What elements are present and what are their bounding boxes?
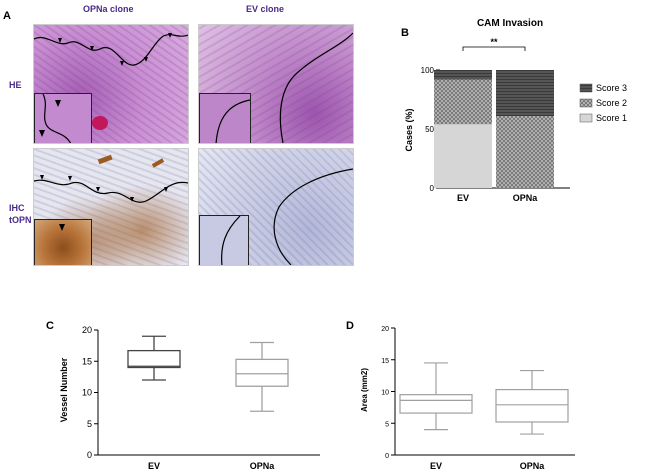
row-label-ihc: IHC [9,203,25,213]
box-ev [127,349,181,369]
chart-c-ylabel: Vessel Number [59,357,69,422]
row-label-he: HE [9,80,22,90]
bar-opna-score-2 [496,116,554,188]
micrograph-he-opna [33,24,189,144]
chart-b-ytick-label: 0 [430,184,435,193]
legend-swatch-score-2 [579,98,593,108]
legend-label-score-1: Score 1 [596,113,627,123]
box-ev [399,394,473,414]
chart-c-vessel-number: C Vessel Number 0 5 10 15 20 EV OPNa [46,320,320,471]
inset-he-opna [34,93,92,143]
column-header-opna-clone: OPNa clone [83,4,134,14]
chart-b-ylabel: Cases (%) [404,108,414,151]
chart-d-area: D Area (mm2) 0 5 10 15 20 EV OPNa [346,320,575,471]
bar-ev-score-1 [434,124,492,188]
legend-label-score-2: Score 2 [596,98,627,108]
panel-d-letter: D [346,320,354,332]
significance-label: ** [490,37,498,47]
bar-ev-score-2 [434,79,492,125]
d-plot-ytick-label: 0 [385,453,389,460]
micrograph-he-ev [198,24,354,144]
chart-b-title: CAM Invasion [477,18,543,29]
c-plot-ytick-label: 15 [82,356,92,366]
micrograph-ihc-opna [33,148,189,266]
c-plot-xtick-label: OPNa [250,461,276,471]
panel-a-letter: A [3,10,11,22]
chart-b-xtick-label: OPNa [513,193,539,203]
chart-b-ytick-label: 50 [425,125,434,134]
row-label-topn: tOPN [9,215,32,225]
column-header-ev-clone: EV clone [246,4,285,14]
d-plot-xtick-label: OPNa [520,461,546,471]
legend-swatch-score-3 [579,83,593,93]
d-plot-xtick-label: EV [430,461,442,471]
legend-swatch-score-1 [579,113,593,123]
chart-b-xtick-label: EV [457,193,469,203]
chart-b-cam-invasion: B CAM Invasion Cases (%) 0 50 100 EV OPNa ** S… [401,18,627,203]
inset-ihc-opna [34,219,92,265]
box-opna [495,388,569,423]
significance-bracket [462,46,526,51]
c-plot-ytick-label: 20 [82,325,92,335]
panel-b-letter: B [401,27,409,39]
c-plot-ytick-label: 5 [87,419,92,429]
c-plot-xtick-label: EV [148,461,160,471]
bar-opna-score-3 [496,70,554,117]
c-plot-ytick-label: 10 [82,388,92,398]
c-plot-ytick-label: 0 [87,450,92,460]
bar-ev-score-3 [434,70,492,80]
micrograph-ihc-ev [198,148,354,266]
legend-label-score-3: Score 3 [596,83,627,93]
inset-ihc-ev [199,215,249,265]
d-plot-ytick-label: 15 [381,358,389,365]
box-opna [235,358,289,387]
panel-c-letter: C [46,320,54,332]
inset-he-ev [199,93,251,143]
d-plot-ytick-label: 20 [381,326,389,333]
chart-d-ylabel: Area (mm2) [360,368,369,412]
d-plot-ytick-label: 5 [385,421,389,428]
d-plot-ytick-label: 10 [381,390,389,397]
chart-b-ytick-label: 100 [421,66,435,75]
